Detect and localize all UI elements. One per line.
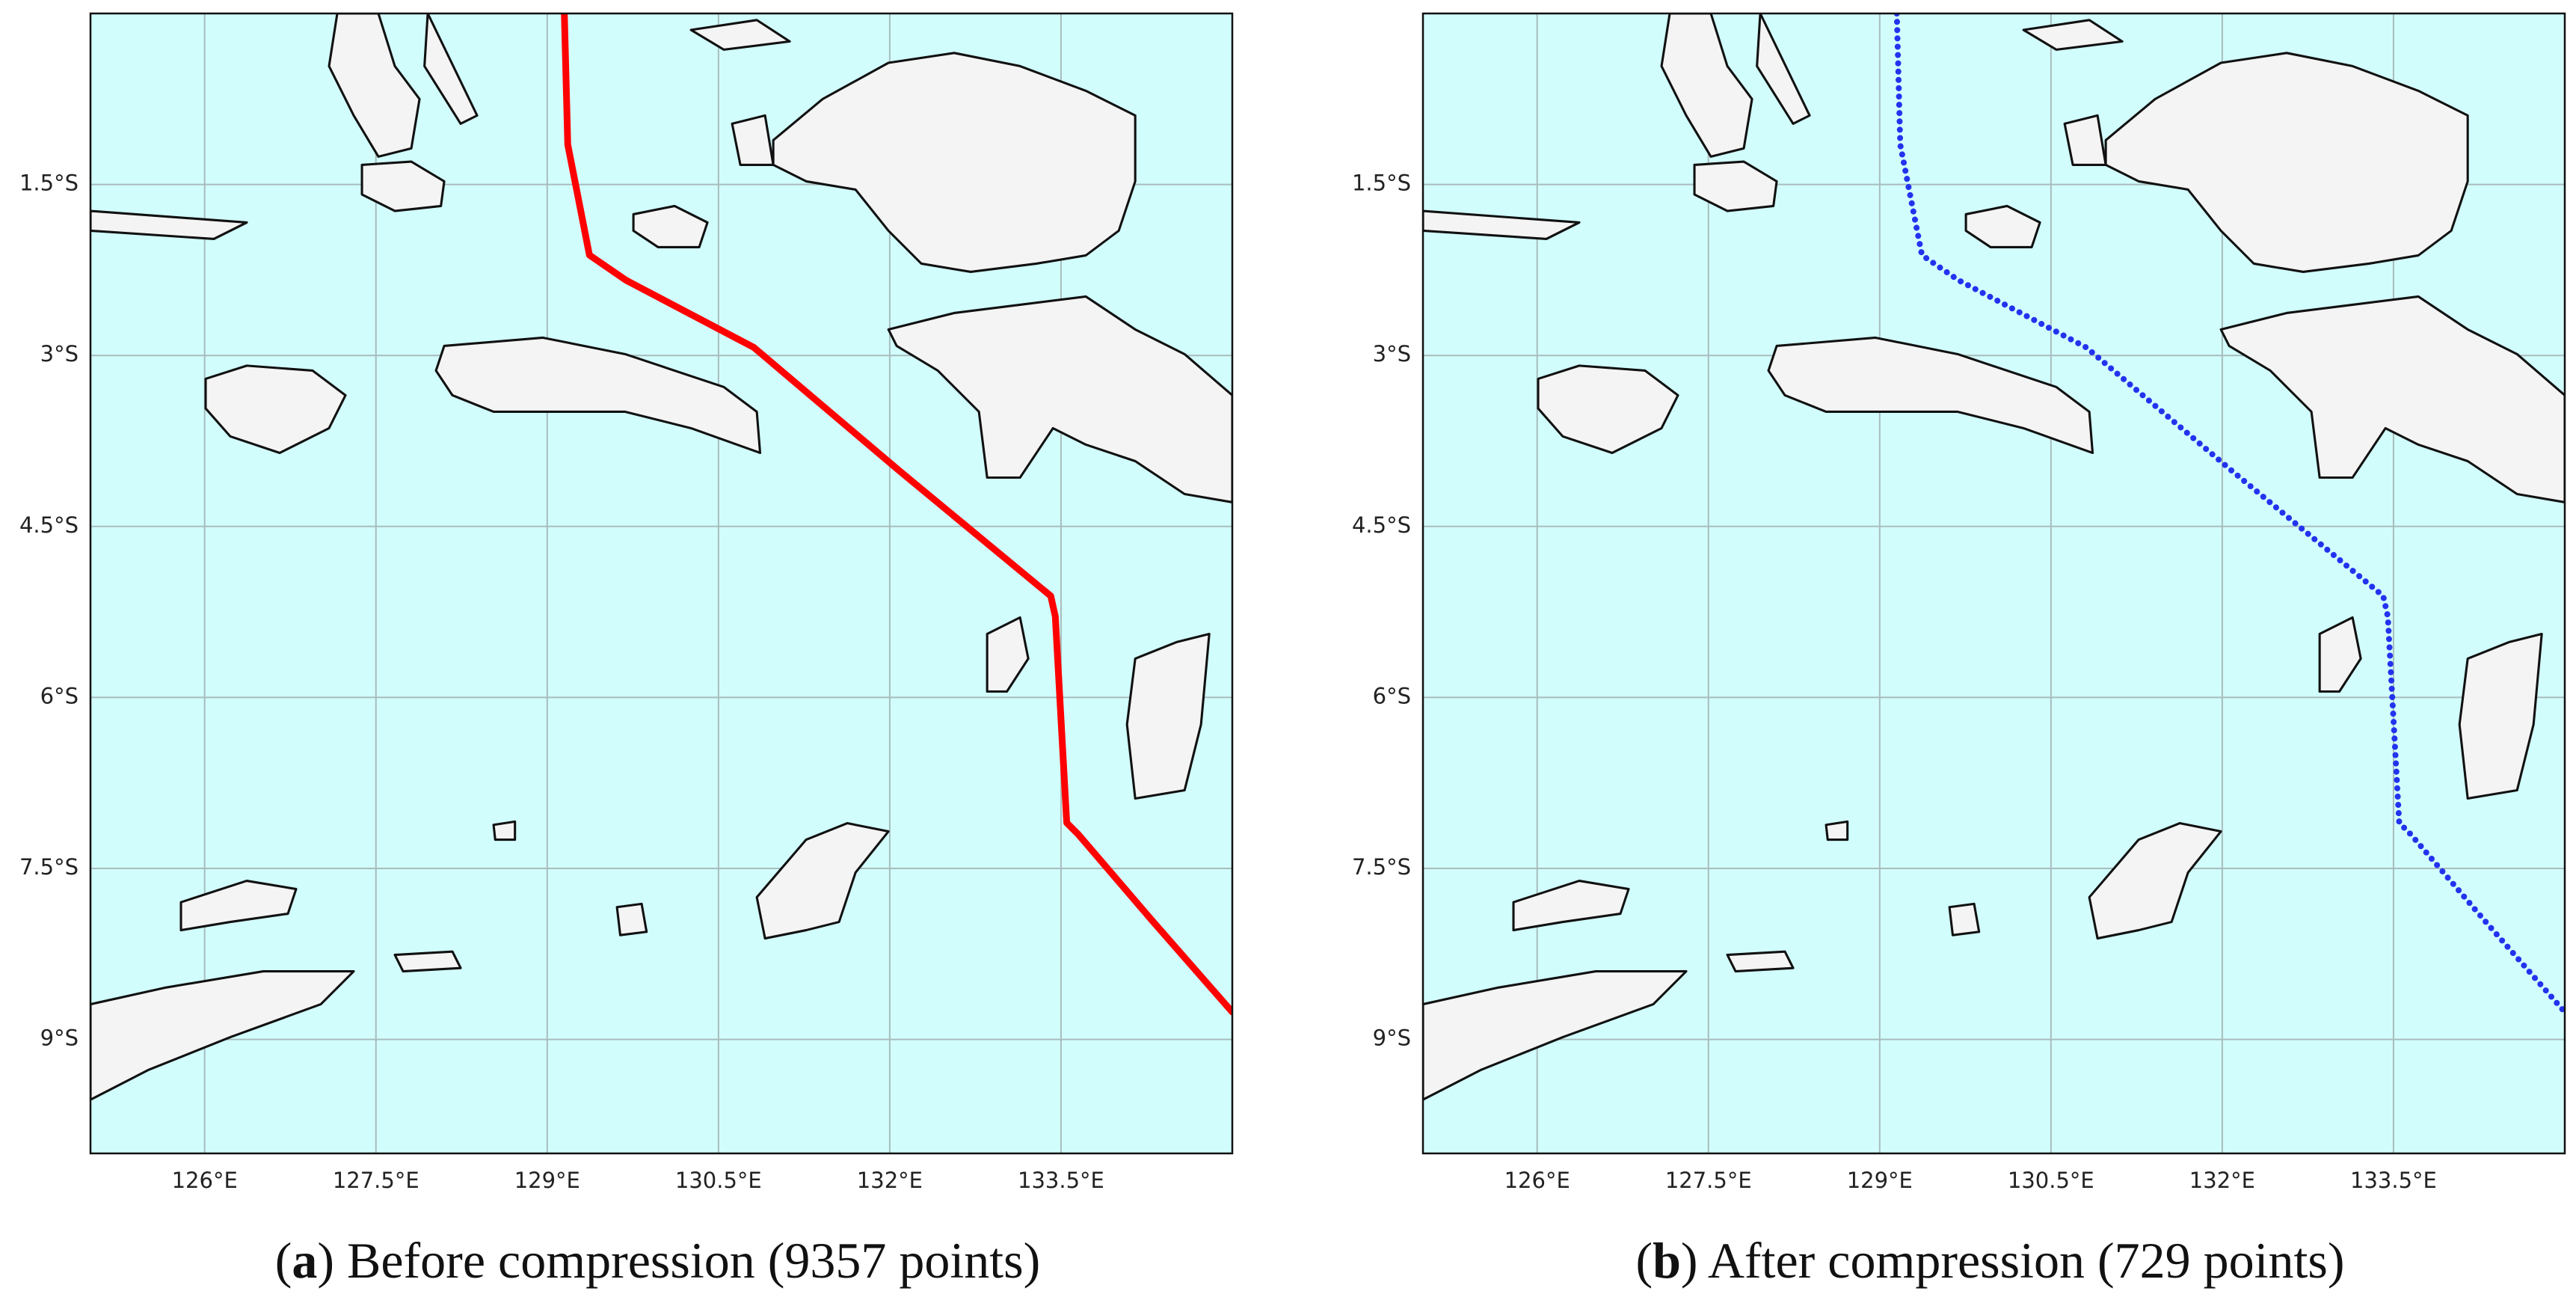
y-tick-label: 6°S	[40, 683, 79, 708]
x-tick-label: 127.5°E	[333, 1168, 419, 1193]
x-tick-label: 132°E	[2189, 1168, 2255, 1193]
x-tick-label: 130.5°E	[2008, 1168, 2094, 1193]
x-tick-label: 127.5°E	[1665, 1168, 1752, 1193]
map-content	[90, 13, 1232, 1153]
x-tick-label: 133.5°E	[2350, 1168, 2437, 1193]
y-tick-label: 4.5°S	[19, 512, 79, 538]
x-tick-label: 129°E	[514, 1168, 580, 1193]
y-tick-label: 1.5°S	[19, 171, 79, 196]
x-tick-label: 126°E	[1504, 1168, 1570, 1193]
caption: (b) After compression (729 points)	[1635, 1232, 2344, 1289]
track-line	[1893, 13, 2565, 1016]
map-panel: 126°E 127.5°E 129°E 130.5°E 132°E 133.5°E 1.5°…	[1352, 12, 2566, 1289]
x-tick-label: 126°E	[172, 1168, 238, 1193]
y-tick-label: 9°S	[1373, 1026, 1411, 1051]
map-content	[1423, 13, 2565, 1153]
y-tick-label: 9°S	[40, 1026, 79, 1051]
x-tick-label: 133.5°E	[1018, 1168, 1104, 1193]
map-frame	[1421, 12, 2566, 1155]
caption: (a) Before compression (9357 points)	[275, 1232, 1041, 1289]
track-line	[561, 13, 1232, 1016]
x-tick-label: 129°E	[1847, 1168, 1913, 1193]
map-panel: 126°E 127.5°E 129°E 130.5°E 132°E 133.5°E 1.5°…	[19, 12, 1234, 1289]
y-tick-label: 3°S	[40, 341, 79, 367]
x-tick-label: 132°E	[857, 1168, 923, 1193]
y-tick-label: 1.5°S	[1352, 171, 1411, 196]
x-tick-label: 130.5°E	[675, 1168, 762, 1193]
map-frame	[89, 12, 1234, 1155]
y-tick-label: 3°S	[1373, 341, 1411, 367]
y-tick-label: 7.5°S	[19, 854, 79, 880]
y-tick-label: 4.5°S	[1352, 512, 1411, 538]
y-tick-label: 7.5°S	[1352, 854, 1411, 880]
y-tick-label: 6°S	[1373, 683, 1411, 708]
